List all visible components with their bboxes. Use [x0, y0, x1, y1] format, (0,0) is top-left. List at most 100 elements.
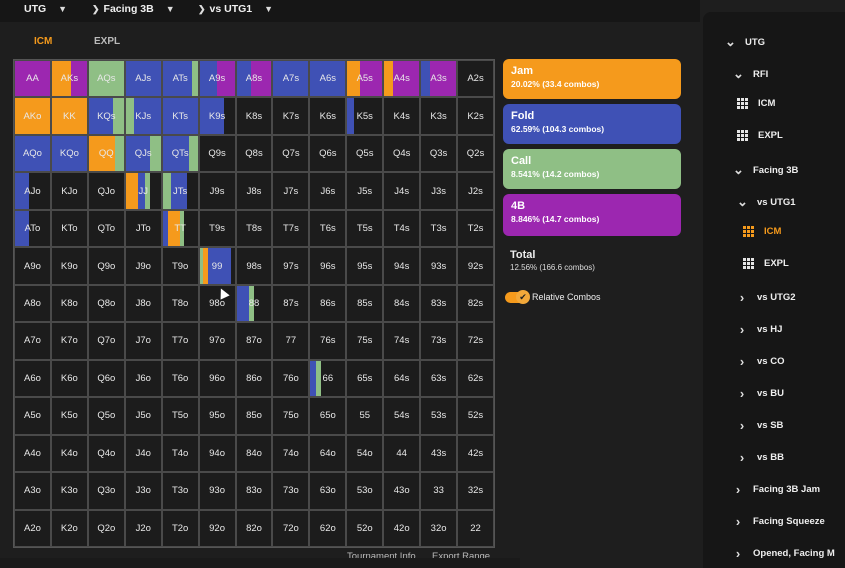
hand-cell[interactable]: T2s [457, 209, 494, 248]
tournament-info-link[interactable]: Tournament Info [347, 551, 416, 562]
sidebar-item[interactable]: ⌄ RFI [733, 66, 768, 82]
hand-cell[interactable]: K3o [50, 472, 88, 510]
sidebar-item[interactable]: › vs BB [737, 450, 784, 465]
action-fourbet-panel[interactable]: 4B 8.846% (14.7 combos) [503, 194, 681, 236]
hand-cell[interactable]: T5s [346, 209, 384, 248]
hand-cell[interactable]: J7s [272, 172, 310, 210]
hand-cell[interactable]: 43s [420, 434, 458, 473]
hand-cell[interactable]: 73s [420, 322, 458, 360]
hand-cell[interactable]: T5o [161, 397, 199, 435]
breadcrumb-vs-utg1[interactable]: ❯ vs UTG1 ▼ [198, 3, 273, 15]
hand-cell[interactable]: JTs [161, 172, 199, 210]
hand-cell[interactable]: JTo [124, 209, 162, 248]
hand-cell[interactable]: T6o [161, 359, 199, 398]
hand-cell[interactable]: J6s [309, 172, 347, 210]
hand-cell[interactable]: Q8s [235, 134, 273, 173]
hand-cell[interactable]: 42s [457, 434, 494, 473]
hand-cell[interactable]: Q9o [87, 247, 125, 285]
hand-cell[interactable]: 32o [420, 509, 458, 547]
hand-cell[interactable]: AJs [124, 60, 162, 98]
hand-cell[interactable]: QJo [87, 172, 125, 210]
hand-cell[interactable]: 33 [420, 472, 458, 510]
hand-cell[interactable]: 63s [420, 359, 458, 398]
hand-cell[interactable]: K4o [50, 434, 88, 473]
action-call-panel[interactable]: Call 8.541% (14.2 combos) [503, 149, 681, 189]
hand-cell[interactable]: J5o [124, 397, 162, 435]
sidebar-item[interactable]: › Opened, Facing M [733, 546, 835, 561]
hand-cell[interactable]: KTs [161, 97, 199, 135]
hand-cell[interactable]: 87s [272, 284, 310, 323]
hand-cell[interactable]: Q3o [87, 472, 125, 510]
hand-cell[interactable]: T4s [383, 209, 421, 248]
hand-cell[interactable]: Q7s [272, 134, 310, 173]
hand-cell[interactable]: KTo [50, 209, 88, 248]
hand-cell[interactable]: J2s [457, 172, 494, 210]
hand-cell[interactable]: 44 [383, 434, 421, 473]
hand-cell[interactable]: 74s [383, 322, 421, 360]
hand-cell[interactable]: 32s [457, 472, 494, 510]
hand-cell[interactable]: 87o [235, 322, 273, 360]
hand-cell[interactable]: KQo [50, 134, 88, 173]
hand-cell[interactable]: 85o [235, 397, 273, 435]
hand-cell[interactable]: Q8o [87, 284, 125, 323]
sidebar-item[interactable]: ⌄ Facing 3B [733, 162, 798, 178]
hand-cell[interactable]: 93s [420, 247, 458, 285]
action-fold-panel[interactable]: Fold 62.59% (104.3 combos) [503, 104, 681, 144]
hand-cell[interactable]: K8s [235, 97, 273, 135]
hand-cell[interactable]: A6o [14, 359, 51, 398]
hand-cell[interactable]: 92s [457, 247, 494, 285]
hand-cell[interactable]: QTo [87, 209, 125, 248]
hand-cell[interactable]: Q5o [87, 397, 125, 435]
hand-cell[interactable]: AJo [14, 172, 51, 210]
hand-cell[interactable]: 96o [198, 359, 236, 398]
hand-cell[interactable]: 22 [457, 509, 494, 547]
hand-cell[interactable]: Q6o [87, 359, 125, 398]
hand-cell[interactable]: 75o [272, 397, 310, 435]
hand-cell[interactable]: T4o [161, 434, 199, 473]
hand-cell[interactable]: AQo [14, 134, 51, 173]
hand-cell[interactable]: QJs [124, 134, 162, 173]
sidebar-item[interactable]: EXPL [737, 130, 783, 141]
hand-cell[interactable]: QQ [87, 134, 125, 173]
hand-cell[interactable]: K2o [50, 509, 88, 547]
hand-cell[interactable]: AKs [50, 60, 88, 98]
hand-cell[interactable]: Q7o [87, 322, 125, 360]
hand-cell[interactable]: 86o [235, 359, 273, 398]
hand-cell[interactable]: KQs [87, 97, 125, 135]
hand-cell[interactable]: AA [14, 60, 51, 98]
hand-cell[interactable]: T9s [198, 209, 236, 248]
hand-cell[interactable]: 98o [198, 284, 236, 323]
hand-cell[interactable]: A6s [309, 60, 347, 98]
hand-cell[interactable]: J5s [346, 172, 384, 210]
hand-cell[interactable]: 42o [383, 509, 421, 547]
hand-cell[interactable]: J6o [124, 359, 162, 398]
sidebar-item[interactable]: › vs CO [737, 354, 785, 369]
sidebar-item[interactable]: › Facing 3B Jam [733, 482, 820, 497]
hand-cell[interactable]: Q2o [87, 509, 125, 547]
sidebar-item[interactable]: › vs SB [737, 418, 784, 433]
hand-cell[interactable]: Q5s [346, 134, 384, 173]
hand-cell[interactable]: A7o [14, 322, 51, 360]
sidebar-item[interactable]: › Facing Squeeze [733, 514, 825, 529]
hand-cell[interactable]: A3o [14, 472, 51, 510]
hand-cell[interactable]: 73o [272, 472, 310, 510]
sidebar-item[interactable]: ICM [743, 226, 781, 237]
hand-cell[interactable]: T3s [420, 209, 458, 248]
hand-cell[interactable]: T8o [161, 284, 199, 323]
hand-cell[interactable]: 75s [346, 322, 384, 360]
hand-cell[interactable]: Q3s [420, 134, 458, 173]
hand-cell[interactable]: K9o [50, 247, 88, 285]
hand-cell[interactable]: J4o [124, 434, 162, 473]
hand-cell[interactable]: 77 [272, 322, 310, 360]
hand-cell[interactable]: A4o [14, 434, 51, 473]
hand-cell[interactable]: 54s [383, 397, 421, 435]
hand-cell[interactable]: A4s [383, 60, 421, 98]
hand-cell[interactable]: 82s [457, 284, 494, 323]
hand-cell[interactable]: 64s [383, 359, 421, 398]
hand-cell[interactable]: 84o [235, 434, 273, 473]
hand-cell[interactable]: A7s [272, 60, 310, 98]
hand-cell[interactable]: 92o [198, 509, 236, 547]
hand-cell[interactable]: K6s [309, 97, 347, 135]
hand-cell[interactable]: J2o [124, 509, 162, 547]
hand-cell[interactable]: A3s [420, 60, 458, 98]
